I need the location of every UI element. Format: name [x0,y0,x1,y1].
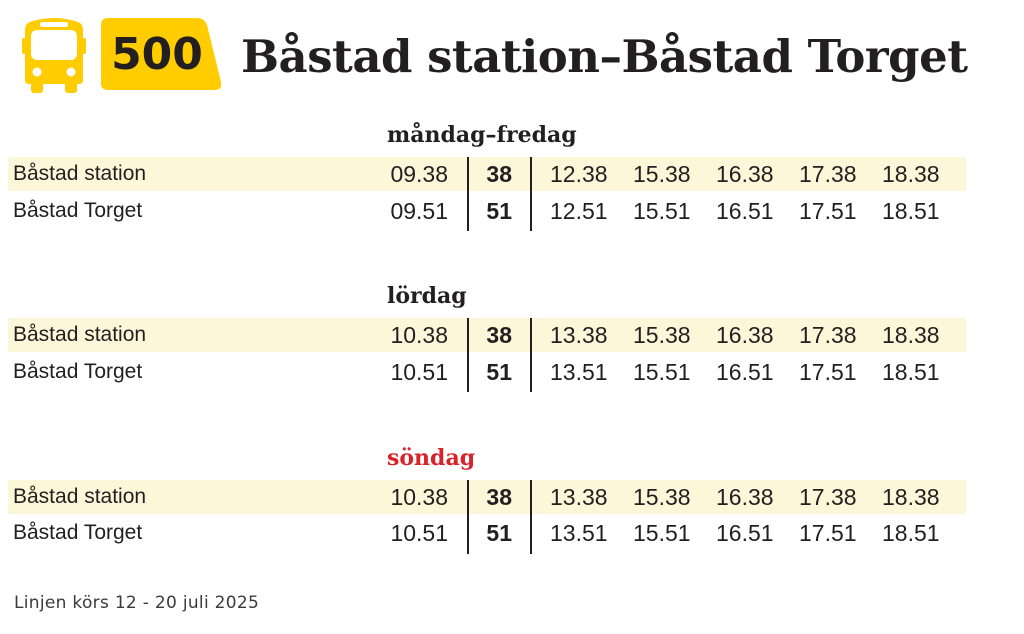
departure-time: 13.51 [550,359,608,385]
first-departure: 10.51 [390,520,448,546]
stop-name: Båstad Torget [13,521,143,544]
departure-time: 15.38 [633,161,691,187]
schedule-section-weekdays: måndag–fredag Båstad station 09.38 38 12… [0,120,1024,236]
table-row: Båstad station 10.38 38 13.38 15.38 16.3… [8,318,966,352]
departure-time: 17.51 [799,359,857,385]
departure-time: 16.51 [716,520,774,546]
departure-time: 15.38 [633,484,691,510]
departure-time: 16.38 [716,484,774,510]
departure-time: 18.38 [882,161,940,187]
first-departure: 10.51 [390,359,448,385]
departure-time: 12.51 [550,198,608,224]
column-divider [467,318,469,392]
departure-time: 16.51 [716,359,774,385]
first-departure: 09.51 [390,198,448,224]
schedule-section-saturday: lördag Båstad station 10.38 38 13.38 15.… [0,281,1024,397]
departure-time: 18.51 [882,359,940,385]
departure-time: 15.38 [633,322,691,348]
departure-time: 12.38 [550,161,608,187]
departure-time: 17.38 [799,484,857,510]
day-label: måndag–fredag [387,122,577,148]
column-divider [467,157,469,231]
stop-name: Båstad station [13,323,147,346]
table-row: Båstad Torget 09.51 51 12.51 15.51 16.51… [8,194,966,228]
departure-time: 16.51 [716,198,774,224]
departure-time: 13.38 [550,484,608,510]
stop-name: Båstad Torget [13,360,143,383]
service-note: Linjen körs 12 - 20 juli 2025 [14,593,260,613]
departure-time: 18.51 [882,520,940,546]
departure-time: 17.51 [799,520,857,546]
departure-time: 15.51 [633,520,691,546]
timetable-header: 500 Båstad station–Båstad Torget [0,0,1024,110]
stop-name: Båstad station [13,162,147,185]
departure-time: 17.51 [799,198,857,224]
minute-pattern: 51 [486,359,512,385]
departure-time: 16.38 [716,322,774,348]
route-number-badge: 500 [101,18,221,90]
departure-time: 13.51 [550,520,608,546]
minute-pattern: 38 [486,484,512,510]
day-label: lördag [387,283,467,309]
day-label: söndag [387,445,476,471]
departure-time: 18.51 [882,198,940,224]
first-departure: 09.38 [390,161,448,187]
page-title: Båstad station–Båstad Torget [241,30,968,83]
table-row: Båstad Torget 10.51 51 13.51 15.51 16.51… [8,355,966,389]
departure-time: 18.38 [882,484,940,510]
table-row: Båstad Torget 10.51 51 13.51 15.51 16.51… [8,516,966,550]
departure-time: 17.38 [799,161,857,187]
column-divider [530,157,532,231]
minute-pattern: 51 [486,520,512,546]
table-row: Båstad station 09.38 38 12.38 15.38 16.3… [8,157,966,191]
departure-time: 16.38 [716,161,774,187]
table-row: Båstad station 10.38 38 13.38 15.38 16.3… [8,480,966,514]
column-divider [530,318,532,392]
first-departure: 10.38 [390,322,448,348]
route-number: 500 [111,29,203,80]
schedule-section-sunday: söndag Båstad station 10.38 38 13.38 15.… [0,443,1024,559]
first-departure: 10.38 [390,484,448,510]
bus-icon [22,18,86,93]
departure-time: 15.51 [633,198,691,224]
column-divider [530,480,532,554]
stop-name: Båstad Torget [13,199,143,222]
minute-pattern: 38 [486,161,512,187]
stop-name: Båstad station [13,485,147,508]
minute-pattern: 51 [486,198,512,224]
departure-time: 15.51 [633,359,691,385]
route-badge-shape [101,18,221,90]
minute-pattern: 38 [486,322,512,348]
departure-time: 13.38 [550,322,608,348]
departure-time: 17.38 [799,322,857,348]
column-divider [467,480,469,554]
departure-time: 18.38 [882,322,940,348]
